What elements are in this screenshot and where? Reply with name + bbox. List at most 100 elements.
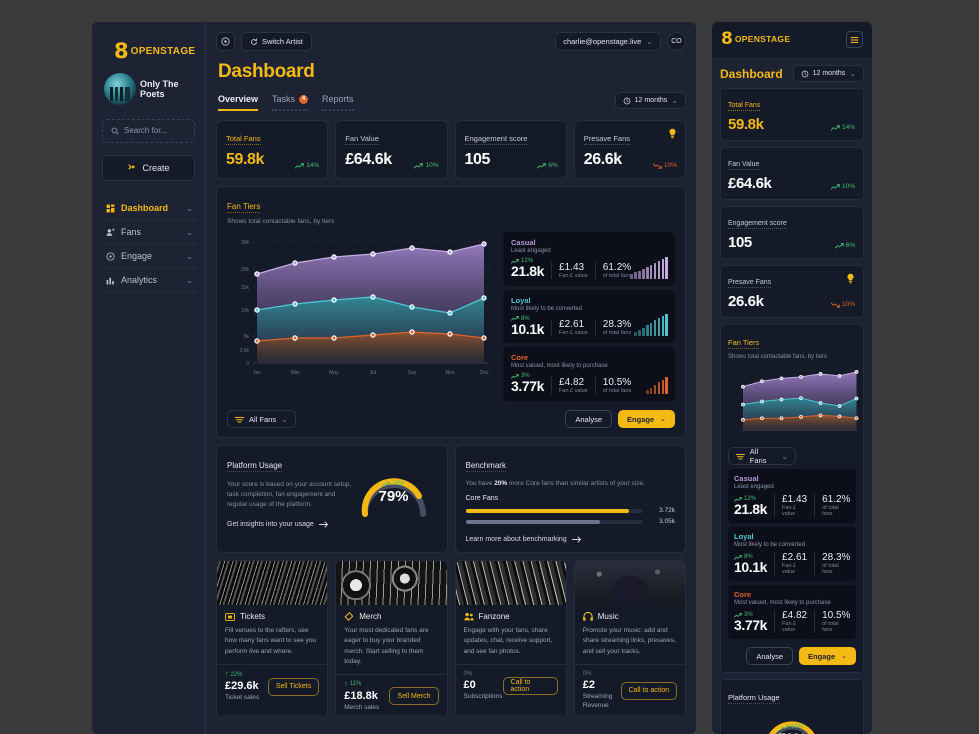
tier-fan-value-caption: Fan £ value xyxy=(559,272,588,279)
music-cta-button[interactable]: Call to action xyxy=(620,681,677,700)
tab-overview[interactable]: Overview xyxy=(218,94,259,111)
tier-fan-value-block: £1.43 Fan £ value xyxy=(774,494,814,517)
fanzone-cta-button[interactable]: Call to action xyxy=(502,677,558,696)
gauge-labels: 10% 79% xyxy=(357,481,431,505)
product-card-fanzone[interactable]: Fanzone Engage with your fans, share upd… xyxy=(454,560,567,715)
help-icon xyxy=(221,37,230,46)
all-fans-filter[interactable]: All Fans ⌄ xyxy=(227,410,296,429)
user-avatar[interactable]: CO xyxy=(667,32,686,51)
ticket-icon xyxy=(225,612,235,621)
tier-list: Casual Least engaged 12% xyxy=(503,232,675,402)
chevron-down-icon: ⌄ xyxy=(281,414,288,424)
product-image xyxy=(455,561,566,606)
product-card-music[interactable]: Music Promote your music: add and share … xyxy=(573,560,686,715)
kpi-value: 105 xyxy=(728,234,752,251)
product-body: Music Promote your music: add and share … xyxy=(575,605,685,658)
product-card-merch[interactable]: Merch Your most dedicated fans are eager… xyxy=(335,560,448,715)
kpi-delta: 6% xyxy=(834,242,855,249)
mobile-analyse-button[interactable]: Analyse xyxy=(746,647,794,665)
brand-name: OPENSTAGE xyxy=(130,45,196,57)
mobile-logo[interactable]: 8 OPENSTAGE xyxy=(721,30,790,47)
tier-delta: 12% xyxy=(734,496,767,502)
app-logo[interactable]: 8 OPENSTAGE xyxy=(100,34,197,62)
usage-delta: 10% xyxy=(357,481,431,487)
mobile-date-range-selector[interactable]: 12 months ⌄ xyxy=(792,65,864,82)
mobile-engage-button[interactable]: Engage ⌄ xyxy=(799,647,856,665)
sidebar-item-label: Fans xyxy=(121,227,142,238)
kpi-delta-value: 14% xyxy=(306,162,320,169)
tier-count: 21.8k xyxy=(734,501,768,518)
tab-reports[interactable]: Reports xyxy=(322,94,354,111)
tier-share-block: 28.3% of total fans xyxy=(814,552,857,575)
help-button[interactable] xyxy=(216,32,235,51)
tier-count: 3.77k xyxy=(734,617,768,634)
trend-up-icon xyxy=(511,374,519,379)
search-input[interactable]: Search for... xyxy=(102,118,195,143)
mobile-all-fans-filter[interactable]: All Fans ⌄ xyxy=(728,447,796,465)
tier-share-caption: of total fans xyxy=(602,388,632,395)
tier-core[interactable]: Core Most valued, most likely to purchas… xyxy=(503,347,675,402)
trend-up-icon xyxy=(537,162,547,169)
mobile-kpi-engagement-score[interactable]: Engagement score 105 6% xyxy=(720,206,864,259)
switch-artist-button[interactable]: Switch Artist xyxy=(241,32,312,51)
trend-down-icon xyxy=(652,162,662,169)
benchmark-bar-fill xyxy=(465,508,629,513)
mobile-kpi-presave-fans[interactable]: Presave Fans 26.6k 10% xyxy=(720,265,864,318)
sell-tickets-button[interactable]: Sell Tickets xyxy=(267,677,320,696)
chevron-down-icon: ⌄ xyxy=(186,203,193,213)
tier-stats: 8% 10.1k £2.61 Fan £ value 28.3% xyxy=(511,316,667,337)
benchmark-learn-link[interactable]: Learn more about benchmarking xyxy=(466,536,676,543)
account-selector[interactable]: charlie@openstage.live ⌄ xyxy=(555,32,661,51)
kpi-delta: 10% xyxy=(830,301,855,308)
insights-row: Platform Usage Your score is based on yo… xyxy=(216,445,686,554)
usage-insights-link[interactable]: Get insights into your usage xyxy=(227,521,437,528)
chevron-down-icon: ⌄ xyxy=(671,96,678,105)
product-title: Fanzone xyxy=(478,612,510,622)
trend-up-icon xyxy=(830,183,840,190)
tab-tasks[interactable]: Tasks 4 xyxy=(272,94,309,111)
tier-casual[interactable]: Casual Least engaged 12% xyxy=(503,232,675,286)
gauge-chart xyxy=(768,721,815,734)
mobile-menu-button[interactable] xyxy=(846,31,863,48)
benchmark-title: Benchmark xyxy=(465,461,506,473)
mobile-tier-core[interactable]: Core Most valued, most likely to purchas… xyxy=(728,585,856,639)
product-value: £29.6k xyxy=(225,680,259,693)
product-card-tickets[interactable]: Tickets Fill venues to the rafters, see … xyxy=(216,560,329,715)
tier-fan-value-block: £2.61 Fan £ value xyxy=(774,552,814,575)
kpi-value: £64.6k xyxy=(345,151,392,168)
sidebar-item-label: Engage xyxy=(121,251,153,262)
tier-sparkline xyxy=(634,314,668,337)
switch-artist-label: Switch Artist xyxy=(262,37,303,46)
kpi-label: Engagement score xyxy=(728,220,787,229)
area-chart xyxy=(741,370,859,431)
sidebar-item-engage[interactable]: Engage ⌄ xyxy=(100,245,197,269)
tier-loyal[interactable]: Loyal Most likely to be converted xyxy=(503,289,675,344)
mobile-tier-loyal[interactable]: Loyal Most likely to be converted 8% 10.… xyxy=(728,527,856,581)
mobile-kpi-fan-value[interactable]: Fan Value £64.6k 10% xyxy=(720,147,864,200)
mobile-kpi-total-fans[interactable]: Total Fans 59.8k 14% xyxy=(720,88,864,141)
tier-count: 3.77k xyxy=(511,378,545,395)
sell-merch-button[interactable]: Sell Merch xyxy=(389,687,439,706)
sidebar-item-dashboard[interactable]: Dashboard ⌄ xyxy=(100,197,197,221)
create-button[interactable]: Create xyxy=(102,154,195,181)
tier-share-caption: of total fans xyxy=(602,330,632,337)
date-range-selector[interactable]: 12 months ⌄ xyxy=(614,92,686,109)
kpi-engagement-score[interactable]: Engagement score 105 6% xyxy=(454,120,567,179)
analyse-button[interactable]: Analyse xyxy=(565,410,613,429)
kpi-total-fans[interactable]: Total Fans 59.8k 14% xyxy=(216,120,329,179)
mobile-tier-casual[interactable]: Casual Least engaged 12% 21.8k xyxy=(728,469,856,523)
kpi-presave-fans[interactable]: Presave Fans 26.6k 10% xyxy=(573,120,686,179)
mobile-tier-actions: Analyse Engage ⌄ xyxy=(728,647,856,665)
product-desc: Your most dedicated fans are eager to bu… xyxy=(344,627,429,666)
tier-fan-value-block: £2.61 Fan £ value xyxy=(551,319,595,337)
product-desc: Engage with your fans, share updates, ch… xyxy=(463,627,553,655)
kpi-fan-value[interactable]: Fan Value £64.6k 10% xyxy=(335,120,448,179)
sidebar-item-analytics[interactable]: Analytics ⌄ xyxy=(100,269,197,293)
product-head: Tickets xyxy=(225,612,319,621)
cta-label: Call to action xyxy=(510,679,531,694)
artist-selector[interactable]: Only The Poets xyxy=(104,72,197,105)
engage-button[interactable]: Engage ⌄ xyxy=(618,410,675,429)
sidebar-item-fans[interactable]: Fans ⌄ xyxy=(100,221,197,245)
tier-share-caption: of total fans xyxy=(822,505,839,517)
kpi-value: 59.8k xyxy=(728,116,764,133)
